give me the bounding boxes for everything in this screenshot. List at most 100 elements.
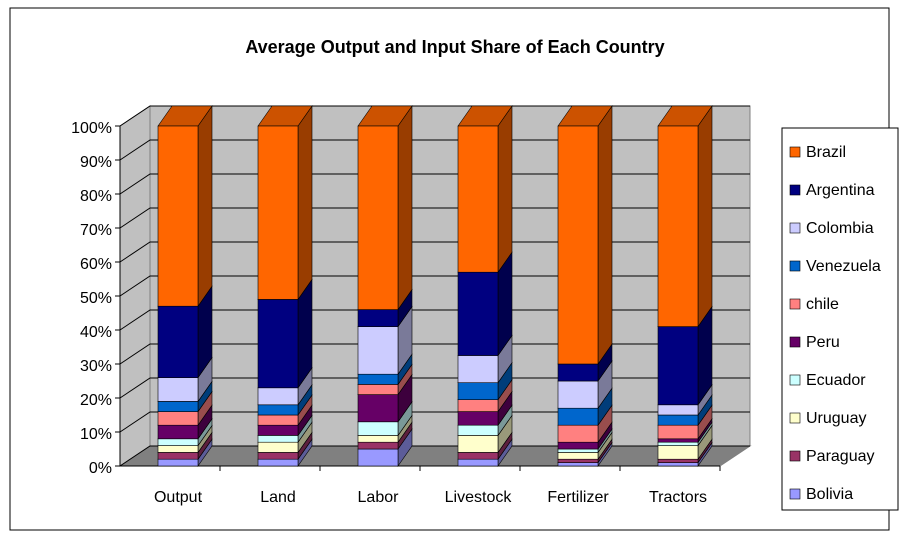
bar-side	[597, 105, 613, 365]
legend-swatch	[789, 412, 801, 424]
y-tick-label: 30%	[80, 358, 112, 375]
x-tick-label: Land	[260, 489, 296, 506]
bar-segment	[457, 105, 513, 274]
legend-label: Argentina	[806, 182, 875, 199]
bar-front	[657, 438, 699, 443]
legend-label: Ecuador	[806, 372, 866, 389]
y-tick-label: 40%	[80, 324, 112, 341]
bar-front	[557, 448, 599, 453]
bar-front	[257, 441, 299, 453]
bar-front	[657, 462, 699, 467]
grid-line	[119, 173, 750, 195]
bar-front	[557, 424, 599, 443]
bar-front	[257, 387, 299, 406]
bar-front	[157, 445, 199, 453]
chart-title: Average Output and Input Share of Each C…	[245, 37, 664, 57]
bar-front	[557, 452, 599, 460]
grid-line	[119, 241, 750, 263]
bar-front	[157, 377, 199, 402]
y-tick-label: 80%	[80, 188, 112, 205]
bar-front	[157, 401, 199, 412]
grid-line	[119, 445, 750, 467]
bar-front	[557, 407, 599, 426]
y-tick-label: 10%	[80, 426, 112, 443]
y-tick-label: 70%	[80, 222, 112, 239]
x-tick-label: Fertilizer	[547, 489, 609, 506]
grid-line	[119, 139, 750, 161]
bar-front	[357, 421, 399, 436]
bar-front	[357, 394, 399, 423]
x-tick-label: Output	[154, 489, 203, 506]
bar-front	[457, 399, 499, 412]
bar-side	[197, 105, 213, 308]
legend-box	[781, 127, 899, 511]
bar-front	[557, 363, 599, 382]
bar-front	[657, 458, 699, 463]
grid-line	[119, 343, 750, 365]
legend-swatch	[789, 450, 801, 462]
bar-front	[157, 125, 199, 307]
bar-front	[257, 424, 299, 436]
bar-front	[157, 458, 199, 467]
legend-swatch	[789, 488, 801, 500]
bar-front	[257, 125, 299, 300]
grid-line	[119, 207, 750, 229]
bar-front	[457, 452, 499, 460]
bar-front	[357, 373, 399, 385]
y-tick-label: 20%	[80, 392, 112, 409]
y-tick-label: 100%	[71, 120, 112, 137]
bar-front	[457, 458, 499, 467]
bar-side	[497, 105, 513, 274]
bar-front	[157, 305, 199, 378]
bar-front	[357, 125, 399, 310]
legend-label: Peru	[806, 334, 840, 351]
bar-front	[257, 458, 299, 467]
x-tick-label: Tractors	[649, 489, 707, 506]
grid-line	[119, 275, 750, 297]
bar-segment	[557, 105, 613, 365]
bar-segment	[357, 105, 413, 311]
bar-front	[557, 462, 599, 467]
bar-side	[397, 105, 413, 311]
legend-label: Paraguay	[806, 448, 875, 465]
floor	[118, 445, 752, 467]
bar-front	[457, 355, 499, 384]
bar-front	[457, 435, 499, 453]
bar-front	[157, 438, 199, 446]
bar-front	[257, 435, 299, 443]
bar-front	[457, 424, 499, 436]
bar-front	[657, 404, 699, 416]
bar-segment	[157, 105, 213, 308]
x-tick-label: Livestock	[445, 489, 513, 506]
bar-front	[157, 411, 199, 426]
bar-front	[257, 452, 299, 460]
y-tick-label: 0%	[89, 460, 112, 477]
legend-swatch	[789, 298, 801, 310]
legend-swatch	[789, 146, 801, 158]
bar-front	[457, 411, 499, 426]
bar-front	[357, 384, 399, 395]
grid-line	[119, 411, 750, 433]
bar-segment	[657, 105, 713, 328]
legend-label: Bolivia	[806, 486, 853, 503]
bar-front	[457, 125, 499, 273]
x-tick-label: Labor	[358, 489, 400, 506]
legend-label: chile	[806, 296, 839, 313]
bar-front	[357, 435, 399, 443]
bar-side	[297, 105, 313, 301]
bar-front	[457, 271, 499, 356]
legend-swatch	[789, 260, 801, 272]
grid-line	[119, 309, 750, 331]
y-tick-label: 50%	[80, 290, 112, 307]
legend-label: Venezuela	[806, 258, 881, 275]
legend-label: Brazil	[806, 144, 846, 161]
bar-front	[257, 414, 299, 426]
bar-front	[157, 424, 199, 440]
bar-front	[657, 445, 699, 460]
bar-front	[157, 452, 199, 460]
bar-front	[357, 441, 399, 450]
bar-front	[557, 125, 599, 365]
bar-front	[357, 326, 399, 375]
bar-front	[657, 326, 699, 406]
